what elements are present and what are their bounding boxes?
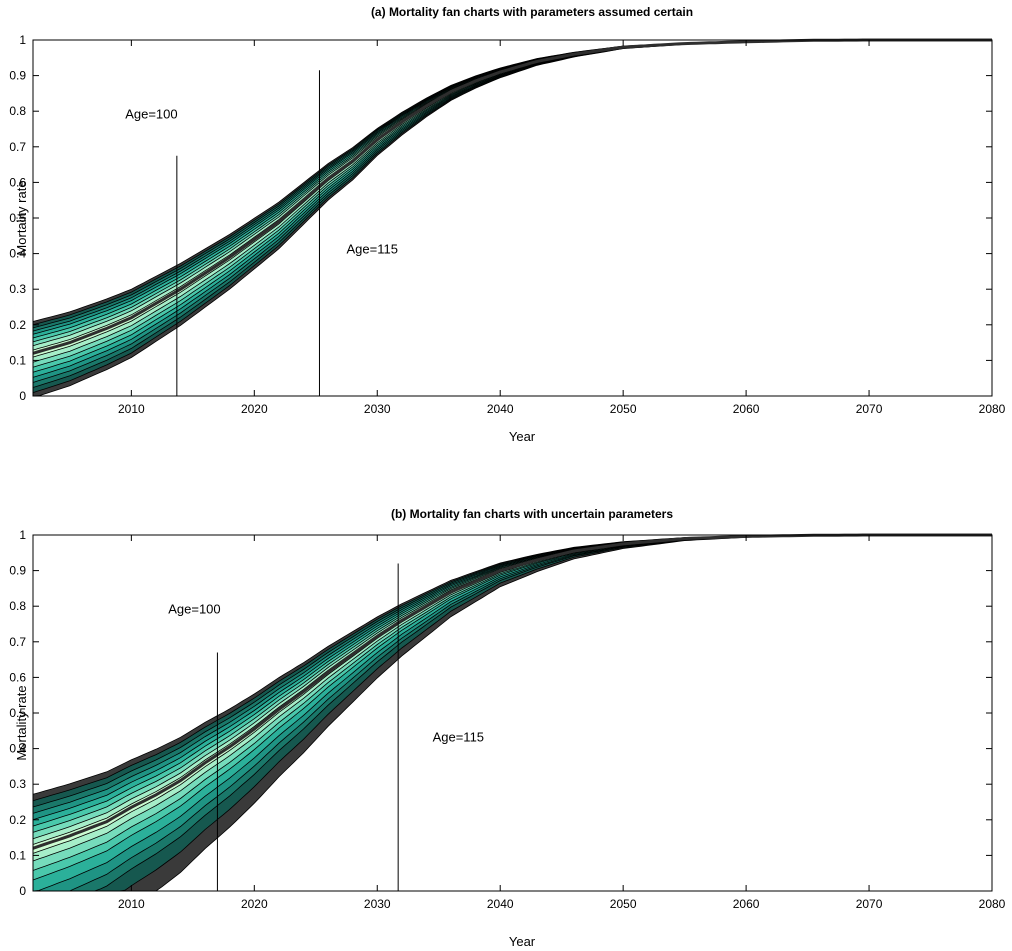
y-tick-label: 0.3 (9, 777, 26, 791)
y-tick-label: 0.7 (9, 635, 26, 649)
y-tick-label: 0.4 (9, 742, 26, 756)
age-marker-label: Age=115 (347, 242, 398, 257)
y-tick-label: 0 (19, 389, 26, 403)
x-tick-label: 2010 (118, 897, 145, 911)
x-tick-label: 2020 (241, 402, 268, 416)
x-tick-label: 2070 (856, 897, 883, 911)
x-tick-label: 2040 (487, 897, 514, 911)
panel-b-x-axis-label: Year (509, 934, 536, 949)
x-tick-label: 2030 (364, 402, 391, 416)
y-tick-label: 0.9 (9, 69, 26, 83)
panel-b-plot-area: 2010 2020 2030 2040 2050 2060 2070 2080 0 0.1 0.2 0… (9, 528, 1005, 911)
x-tick-label: 2080 (979, 402, 1006, 416)
y-tick-label: 0.8 (9, 599, 26, 613)
y-tick-label: 0.9 (9, 564, 26, 578)
y-tick-label: 0.8 (9, 104, 26, 118)
x-tick-label: 2030 (364, 897, 391, 911)
panel-a-y-axis-label: Mortality rate (14, 180, 29, 255)
x-tick-label: 2040 (487, 402, 514, 416)
panel-a-plot-area: 2010 2020 2030 2040 2050 2060 2070 2080 0 0.1 0.2 0… (9, 33, 1005, 416)
panel-b: (b) Mortality fan charts with uncertain … (9, 507, 1005, 949)
panel-a: (a) Mortality fan charts with parameters… (9, 5, 1005, 444)
y-tick-label: 0.2 (9, 813, 26, 827)
y-tick-label: 0.5 (9, 211, 26, 225)
y-tick-label: 0.4 (9, 247, 26, 261)
y-tick-label: 0.5 (9, 706, 26, 720)
panel-b-title: (b) Mortality fan charts with uncertain … (391, 507, 673, 521)
x-tick-label: 2070 (856, 402, 883, 416)
x-tick-label: 2060 (733, 897, 760, 911)
y-tick-label: 0.6 (9, 670, 26, 684)
y-tick-label: 0.1 (9, 353, 26, 367)
panel-a-title: (a) Mortality fan charts with parameters… (371, 5, 693, 19)
x-tick-label: 2020 (241, 897, 268, 911)
y-tick-label: 0.2 (9, 318, 26, 332)
x-tick-label: 2010 (118, 402, 145, 416)
age-marker-label: Age=100 (168, 601, 220, 616)
x-tick-label: 2050 (610, 897, 637, 911)
fan-band-7 (33, 535, 992, 891)
y-tick-label: 0.6 (9, 175, 26, 189)
y-tick-label: 1 (19, 528, 26, 542)
x-tick-label: 2050 (610, 402, 637, 416)
y-tick-label: 0.7 (9, 140, 26, 154)
x-tick-label: 2060 (733, 402, 760, 416)
fan-band-6 (33, 535, 992, 891)
age-marker-label: Age=115 (433, 729, 484, 744)
age-marker-label: Age=100 (125, 106, 177, 121)
panel-b-y-axis-label: Mortality rate (14, 685, 29, 760)
y-tick-label: 0.3 (9, 282, 26, 296)
y-tick-label: 0 (19, 884, 26, 898)
y-tick-label: 1 (19, 33, 26, 47)
y-tick-label: 0.1 (9, 848, 26, 862)
panel-a-x-axis-label: Year (509, 429, 536, 444)
x-tick-label: 2080 (979, 897, 1006, 911)
